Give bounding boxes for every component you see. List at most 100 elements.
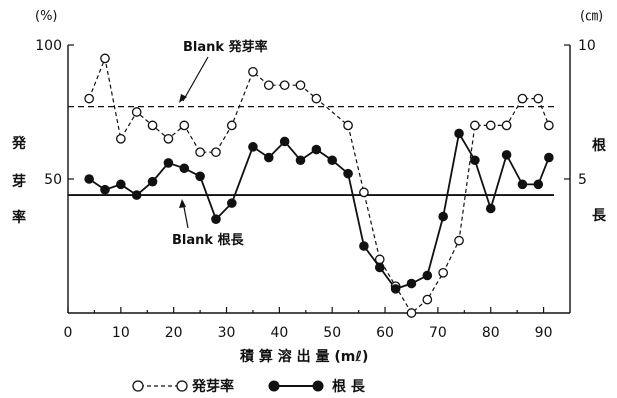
x-axis-label: 積 算 溶 出 量 (mℓ) [239, 348, 368, 365]
left-y-label-char: 発 [11, 135, 27, 152]
root-point [248, 142, 258, 152]
germination-point [279, 80, 290, 91]
root-point [227, 198, 237, 208]
germination-point [195, 147, 205, 158]
root-series-line [88, 130, 550, 290]
right-y-label-char: 根 [592, 137, 607, 154]
x-tick-label: 60 [376, 325, 394, 341]
root-point [131, 190, 142, 200]
blank-germination-arrowhead [179, 94, 187, 103]
germination-point [501, 120, 512, 131]
root-point [470, 155, 480, 166]
germination-point [343, 120, 353, 131]
blank-root-arrowhead [179, 199, 186, 208]
germination-point [533, 93, 544, 104]
root-point [116, 179, 126, 190]
root-point [311, 144, 322, 155]
root-point [485, 203, 496, 214]
left-y-unit: (%) [35, 9, 58, 24]
germination-point [248, 66, 258, 77]
germination-point [84, 93, 94, 104]
root-point [279, 136, 290, 147]
root-point [533, 179, 544, 190]
germination-point [454, 235, 464, 246]
right-y-tick-label: 10 [578, 38, 596, 54]
left-y-tick-label: 100 [35, 38, 62, 54]
plot-frame [67, 45, 571, 314]
germination-point [438, 267, 449, 278]
germination-point [263, 80, 274, 91]
root-point [501, 150, 512, 160]
root-point [454, 128, 464, 139]
right-y-unit: (㎝) [580, 9, 603, 24]
right-y-label: 根 長 [592, 137, 607, 224]
germination-point [131, 107, 142, 117]
germination-point [163, 133, 174, 144]
germination-point [485, 120, 496, 131]
legend-germination-marker [176, 380, 188, 392]
root-point [422, 270, 433, 281]
root-point [359, 241, 369, 251]
root-point [264, 152, 274, 163]
legend-root-marker [268, 380, 280, 392]
reference-lines [68, 105, 554, 196]
x-ticks: 0 10 20 30 40 50 60 70 80 90 [64, 307, 553, 341]
root-point [195, 171, 205, 182]
x-tick-label: 10 [112, 325, 130, 341]
germination-point [295, 80, 306, 91]
germination-point [147, 120, 158, 131]
blank-germination-arrow [182, 56, 209, 102]
root-point [295, 155, 306, 166]
germination-point [100, 53, 110, 64]
germination-point [226, 120, 237, 131]
legend-root-marker [312, 380, 324, 392]
germination-point [374, 254, 385, 265]
blank-root-label: Blank 根長 [172, 232, 245, 248]
germination-point [517, 93, 528, 104]
root-point [211, 214, 221, 224]
root-point [100, 184, 110, 195]
left-y-label: 発 芽 率 [11, 135, 27, 226]
blank-germination-label: Blank 発芽率 [183, 39, 268, 55]
germination-point [544, 120, 554, 131]
x-tick-label: 30 [218, 325, 236, 341]
germination-point [470, 120, 480, 131]
legend-germination-label: 発芽率 [191, 378, 234, 395]
y-ticks: 50 100 5 10 [35, 38, 596, 188]
legend-germination-marker [132, 380, 144, 392]
germination-point [406, 308, 417, 318]
germination-point [179, 120, 190, 131]
x-tick-label: 40 [270, 325, 288, 341]
germination-point [311, 93, 322, 104]
left-y-label-char: 率 [12, 209, 26, 226]
legend: 発芽率 根 長 [132, 378, 366, 395]
left-y-label-char: 芽 [12, 173, 26, 190]
x-tick-label: 90 [535, 325, 553, 341]
left-y-tick-label: 50 [44, 172, 62, 188]
x-tick-label: 70 [429, 325, 447, 341]
root-point [147, 176, 158, 187]
root-point [343, 168, 353, 179]
root-point [84, 174, 94, 184]
root-point [327, 155, 338, 166]
annotations: Blank 発芽率 Blank 根長 [172, 39, 268, 248]
root-point [179, 163, 190, 174]
root-point [390, 284, 401, 294]
x-tick-label: 50 [323, 325, 341, 341]
root-point [544, 152, 554, 163]
germination-point [115, 133, 126, 144]
root-point [517, 179, 528, 190]
x-tick-label: 20 [165, 325, 183, 341]
x-tick-label: 80 [482, 325, 500, 341]
germination-point [211, 147, 221, 158]
x-tick-label: 0 [64, 325, 73, 341]
germination-point [359, 187, 369, 198]
root-point [163, 158, 174, 168]
right-y-label-char: 長 [592, 208, 607, 224]
root-point [406, 278, 417, 289]
germination-point [422, 294, 433, 305]
root-point [438, 211, 448, 222]
root-point [374, 262, 385, 273]
series-points [84, 53, 554, 318]
